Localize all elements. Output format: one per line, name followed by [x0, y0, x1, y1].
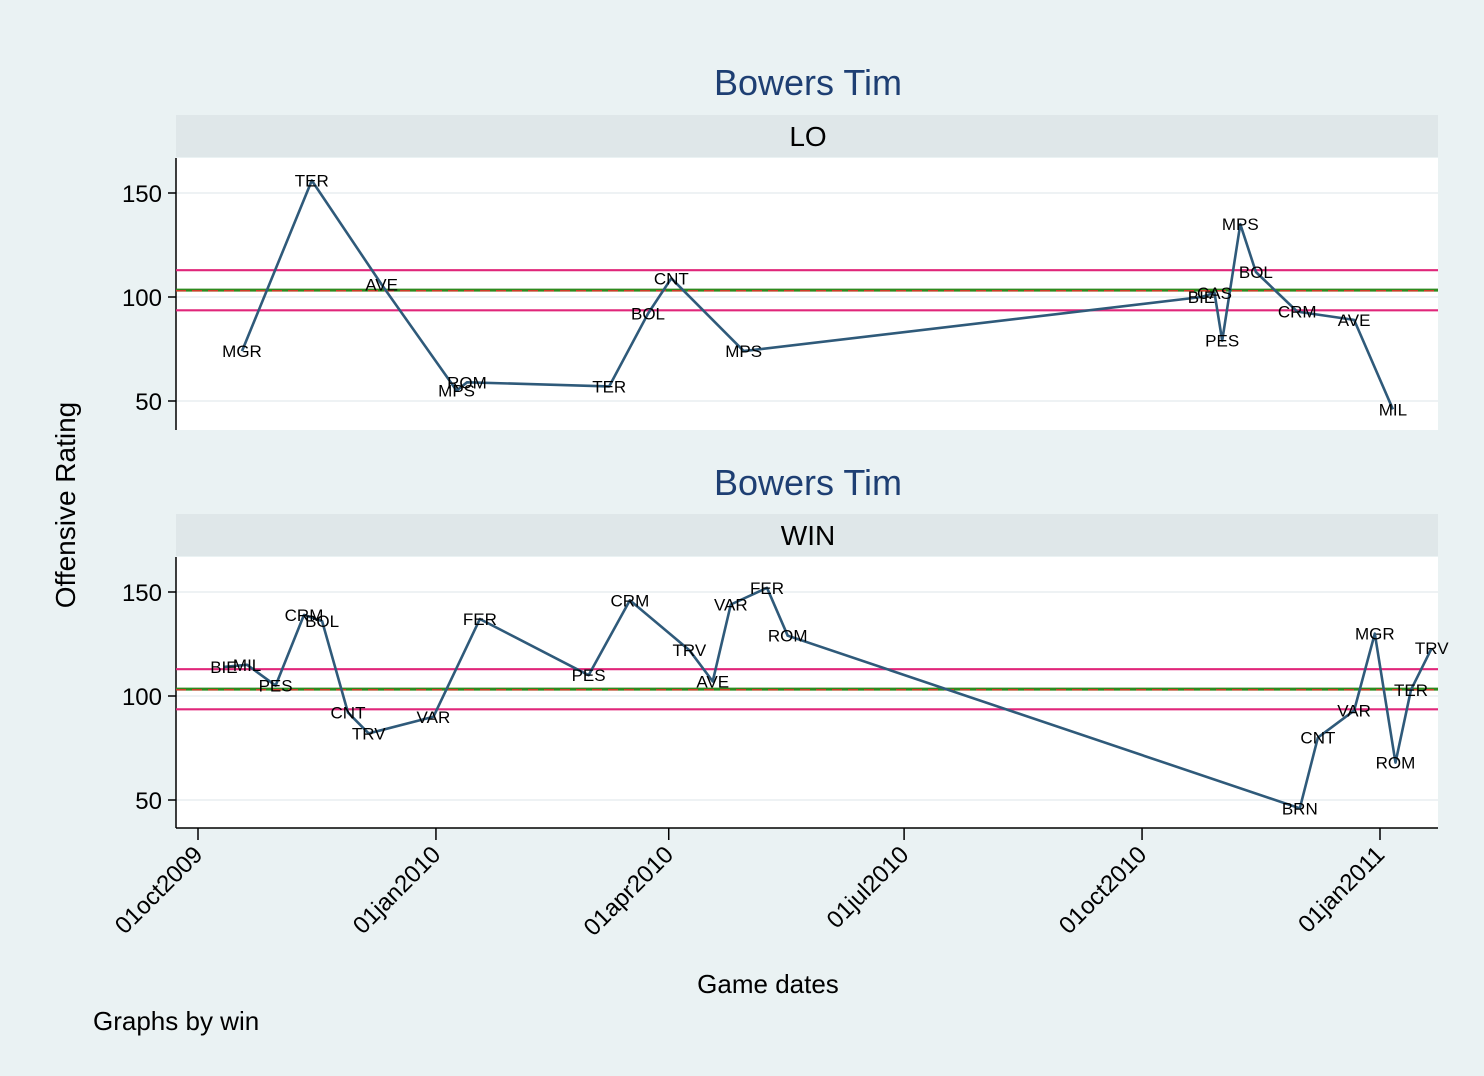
- point-label: TRV: [673, 641, 707, 660]
- y-tick-label: 150: [122, 580, 162, 607]
- point-label: TER: [295, 172, 329, 191]
- point-label: PES: [259, 677, 293, 696]
- gridlines: [176, 192, 1438, 402]
- point-label: VAR: [417, 708, 451, 727]
- point-label: CRM: [1278, 303, 1317, 322]
- point-label: CAS: [1197, 284, 1232, 303]
- point-label: CRM: [611, 591, 650, 610]
- point-label: VAR: [1337, 702, 1371, 721]
- plot-area: [176, 557, 1438, 828]
- point-label: TRV: [352, 724, 386, 743]
- point-label: TER: [592, 377, 626, 396]
- point-label: ROM: [768, 627, 808, 646]
- y-tick-label: 150: [122, 181, 162, 208]
- point-label: AVE: [365, 276, 398, 295]
- point-label: BOL: [631, 305, 665, 324]
- y-ticks: 50 100 150: [122, 181, 176, 416]
- panel-title: Bowers Tim: [714, 462, 902, 503]
- point-label: PES: [572, 666, 606, 685]
- point-label: ROM: [1376, 754, 1416, 773]
- subtitle-strip: [176, 514, 1438, 556]
- point-label: PES: [1205, 332, 1239, 351]
- point-label: MIL: [233, 656, 261, 675]
- reference-lines: [176, 668, 1438, 711]
- series-line: [223, 586, 1433, 810]
- y-tick-label: 100: [122, 684, 162, 711]
- point-label: BRN: [1282, 799, 1318, 818]
- point-label: FER: [463, 610, 497, 629]
- series: [240, 179, 1395, 410]
- y-ticks: 50 100 150: [122, 580, 176, 815]
- point-label: BOL: [1239, 263, 1273, 282]
- point-label: AVE: [696, 672, 729, 691]
- point-label: BIE: [210, 658, 237, 677]
- point-label: TER: [1394, 681, 1428, 700]
- point-label: CNT: [654, 269, 689, 288]
- subtitle-strip: [176, 115, 1438, 157]
- point-label: FER: [750, 579, 784, 598]
- series-line: [240, 179, 1395, 410]
- plot-area: [176, 158, 1438, 430]
- panel-subtitle: WIN: [781, 520, 835, 551]
- point-label: MGR: [222, 342, 262, 361]
- point-label: MPS: [438, 382, 475, 401]
- point-labels: BIEMILPESCRMBOLCNTTRVVARFERPESCRMTRVAVEV…: [210, 579, 1449, 819]
- x-axis-label: Game dates: [697, 969, 839, 999]
- point-label: MIL: [1379, 400, 1407, 419]
- point-label: BOL: [305, 612, 339, 631]
- point-label: ROM: [447, 373, 487, 392]
- point-label: BIE: [1188, 288, 1215, 307]
- panel-subtitle: LO: [789, 121, 826, 152]
- panel-title: Bowers Tim: [714, 62, 902, 103]
- point-label: MPS: [725, 342, 762, 361]
- point-label: CRM: [285, 606, 324, 625]
- point-label: MGR: [1355, 625, 1395, 644]
- series: [223, 586, 1433, 810]
- y-tick-label: 50: [135, 788, 162, 815]
- point-label: CNT: [1300, 729, 1335, 748]
- point-label: TRV: [1415, 639, 1449, 658]
- point-label: CNT: [331, 704, 366, 723]
- y-tick-label: 100: [122, 285, 162, 312]
- point-label: VAR: [714, 596, 748, 615]
- gridlines: [176, 591, 1438, 801]
- y-axis-label: Offensive Rating: [50, 402, 81, 609]
- point-label: AVE: [1338, 311, 1371, 330]
- point-label: MPS: [1222, 215, 1259, 234]
- graphs-by-note: Graphs by win: [93, 1006, 259, 1036]
- y-tick-label: 50: [135, 389, 162, 416]
